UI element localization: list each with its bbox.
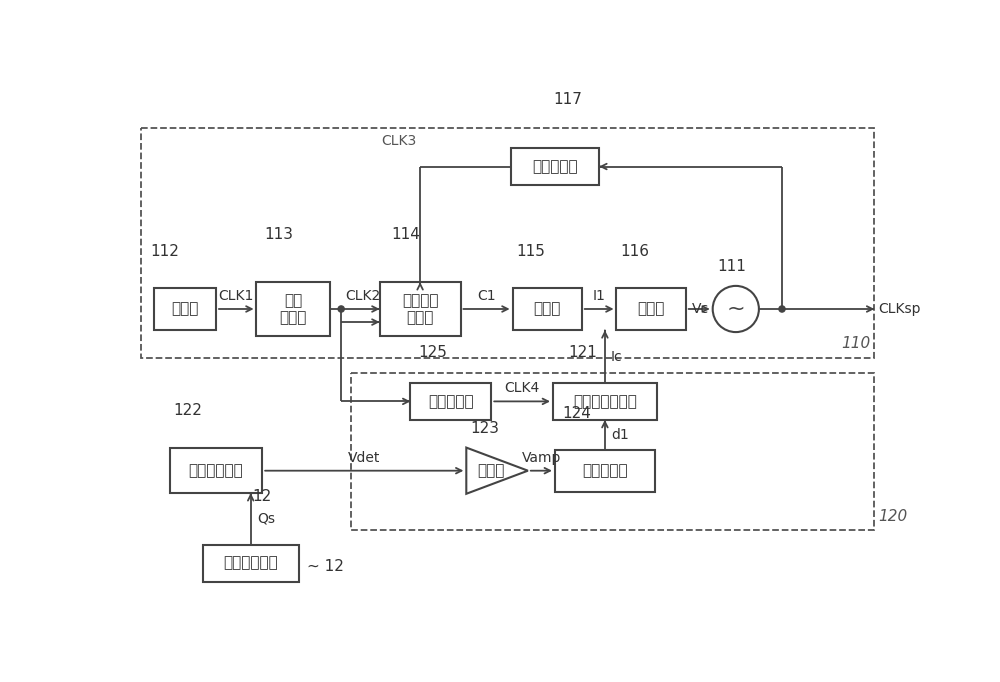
Text: ~ 12: ~ 12: [307, 559, 343, 574]
Text: 第二分频器: 第二分频器: [532, 159, 578, 174]
Bar: [555, 449, 655, 492]
Text: d1: d1: [611, 428, 629, 442]
Text: CLK3: CLK3: [382, 134, 417, 148]
Text: 电压产生电路: 电压产生电路: [189, 463, 243, 478]
Bar: [410, 383, 491, 420]
Text: 116: 116: [620, 244, 649, 259]
Text: 115: 115: [516, 244, 545, 259]
Text: 第一分频器: 第一分频器: [428, 394, 474, 409]
Bar: [380, 282, 461, 336]
Text: 117: 117: [553, 92, 582, 107]
Text: CLK4: CLK4: [505, 381, 540, 396]
Bar: [203, 545, 299, 582]
Bar: [351, 373, 874, 530]
Bar: [616, 288, 686, 330]
Circle shape: [779, 306, 785, 312]
Text: 125: 125: [418, 345, 447, 360]
Text: 123: 123: [470, 421, 499, 436]
Text: 模数转换器: 模数转换器: [582, 463, 628, 478]
Polygon shape: [466, 447, 528, 494]
Text: 111: 111: [718, 259, 746, 274]
Text: CLK2: CLK2: [345, 289, 380, 303]
Text: Vdet: Vdet: [348, 451, 380, 464]
Text: ~: ~: [726, 299, 745, 319]
Bar: [512, 288, 582, 330]
Text: CLKsp: CLKsp: [878, 302, 921, 316]
Text: 放大器: 放大器: [477, 463, 505, 478]
Text: 113: 113: [264, 227, 293, 242]
Bar: [141, 128, 874, 357]
Text: 121: 121: [568, 345, 597, 360]
Text: 122: 122: [174, 402, 203, 417]
Text: 时钟源: 时钟源: [172, 301, 199, 316]
Text: CLK1: CLK1: [219, 289, 254, 303]
Text: Ic: Ic: [611, 350, 623, 364]
Text: 12: 12: [253, 489, 272, 504]
Text: I1: I1: [593, 289, 606, 303]
Bar: [553, 383, 657, 420]
Text: Vamp: Vamp: [522, 451, 561, 464]
Text: Qs: Qs: [257, 512, 275, 526]
Bar: [170, 448, 262, 493]
Bar: [154, 288, 216, 330]
Text: 112: 112: [151, 244, 179, 259]
Text: 电荷泵: 电荷泵: [533, 301, 561, 316]
Bar: [256, 282, 330, 336]
Bar: [511, 148, 599, 185]
Text: 可编程的电荷泵: 可编程的电荷泵: [573, 394, 637, 409]
Text: Vc: Vc: [692, 302, 709, 316]
Text: 滤波器: 滤波器: [637, 301, 665, 316]
Text: C1: C1: [477, 289, 496, 303]
Text: 无线通信模块: 无线通信模块: [223, 556, 278, 571]
Text: 120: 120: [878, 509, 908, 524]
Circle shape: [338, 306, 344, 312]
Text: 相位频率
检测器: 相位频率 检测器: [402, 293, 438, 325]
Text: 114: 114: [391, 227, 420, 242]
Text: 参考
分频器: 参考 分频器: [279, 293, 307, 325]
Text: 110: 110: [841, 336, 871, 351]
Text: 124: 124: [563, 406, 591, 421]
